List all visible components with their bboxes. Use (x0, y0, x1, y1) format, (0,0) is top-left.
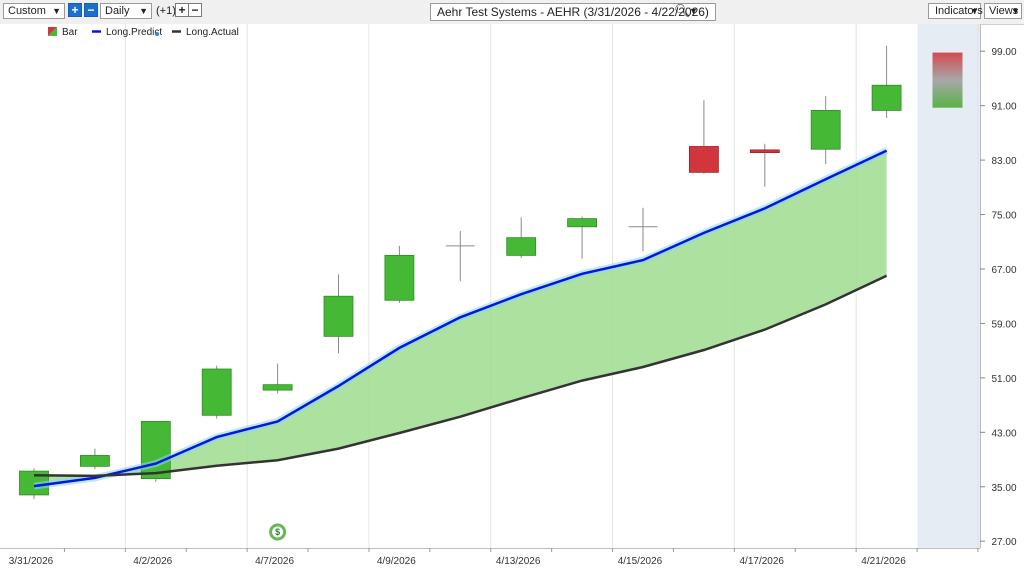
candle-body (749, 149, 780, 154)
signal-symbol: $ (275, 527, 280, 537)
candles (19, 45, 902, 500)
legend: Bar Long.Predict Long.Actual (48, 27, 239, 38)
offset-increase-button[interactable]: + (175, 3, 189, 17)
candle-body (262, 384, 293, 391)
y-tick-label: 83.00 (991, 156, 1016, 167)
forecast-zone (917, 24, 980, 548)
views-button-label: Views (989, 5, 1019, 17)
chart-title[interactable]: Aehr Test Systems - AEHR (3/31/2026 - 4/… (430, 3, 716, 21)
y-tick-label: 59.00 (991, 319, 1016, 330)
candle-body (80, 455, 110, 467)
up-down-bar-icon-part (48, 27, 57, 36)
x-axis: 3/31/2026 4/2/2026 4/7/2026 4/9/2026 4/13/20… (0, 548, 980, 567)
chevron-down-icon: ▼ (139, 6, 148, 16)
offset-decrease-button[interactable]: − (188, 3, 202, 17)
x-tick-label: 4/21/2026 (861, 556, 906, 567)
template-select[interactable]: Custom ▼ (3, 3, 65, 19)
chevron-down-icon: ▼ (1011, 6, 1020, 16)
long-actual-line (33, 274, 888, 478)
period-select[interactable]: Daily ▼ (100, 3, 152, 19)
info-dot-icon (155, 32, 159, 36)
long-predict-line (33, 149, 888, 488)
chevron-down-icon: ▼ (970, 6, 979, 16)
candle-body (140, 421, 171, 479)
candlestick-chart[interactable]: $ 27.00 35.00 43.00 51.00 59.00 67.00 75.00 83.… (0, 24, 1024, 570)
candle-body (871, 84, 902, 111)
chevron-down-icon[interactable]: ▼ (689, 6, 698, 16)
legend-label: Bar (62, 27, 78, 38)
y-tick-label: 67.00 (991, 265, 1016, 276)
legend-label: Long.Predict (106, 27, 162, 38)
y-axis: 27.00 35.00 43.00 51.00 59.00 67.00 75.00 83.00… (980, 24, 1017, 548)
chevron-down-icon: ▼ (52, 6, 61, 16)
legend-label: Long.Actual (186, 27, 239, 38)
candle-body (689, 146, 719, 173)
signal-marker[interactable]: $ (268, 522, 288, 542)
signal-inner (272, 526, 284, 538)
indicators-button-label: Indicators (935, 5, 983, 17)
x-tick-label: 4/17/2026 (740, 556, 785, 567)
x-tick-label: 4/2/2026 (133, 556, 172, 567)
forecast-bar (932, 52, 963, 108)
y-tick-label: 99.00 (991, 47, 1016, 58)
indicators-button[interactable]: Indicators ▼ (928, 3, 983, 19)
candle-body (384, 254, 415, 301)
chart-toolbar: Custom ▼ + − Daily ▼ (+1) + − Aehr Test … (0, 0, 1024, 25)
x-tick-label: 4/15/2026 (618, 556, 663, 567)
y-tick-label: 27.00 (991, 537, 1016, 548)
candle-body (201, 368, 232, 416)
candle-body (810, 110, 841, 150)
zoom-out-button[interactable]: − (84, 3, 98, 17)
x-tick-label: 4/7/2026 (255, 556, 294, 567)
period-offset: (+1) (156, 5, 176, 17)
y-tick-label: 75.00 (991, 211, 1016, 222)
x-tick-label: 3/31/2026 (9, 556, 54, 567)
chart-area[interactable]: $ 27.00 35.00 43.00 51.00 59.00 67.00 75.00 83.… (0, 24, 1024, 570)
x-tick-label: 4/13/2026 (496, 556, 541, 567)
y-tick-label: 91.00 (991, 102, 1016, 113)
zoom-in-button[interactable]: + (68, 3, 82, 17)
candle-body (567, 218, 597, 228)
candle-body (323, 295, 354, 337)
y-tick-label: 43.00 (991, 428, 1016, 439)
template-select-value: Custom (8, 5, 46, 17)
y-tick-label: 35.00 (991, 483, 1016, 494)
candle-body (506, 237, 537, 256)
x-tick-label: 4/9/2026 (377, 556, 416, 567)
period-select-value: Daily (105, 5, 130, 17)
search-icon[interactable]: 🔍︎ (674, 3, 691, 18)
views-button[interactable]: Views ▼ (984, 3, 1022, 19)
y-tick-label: 51.00 (991, 374, 1016, 385)
